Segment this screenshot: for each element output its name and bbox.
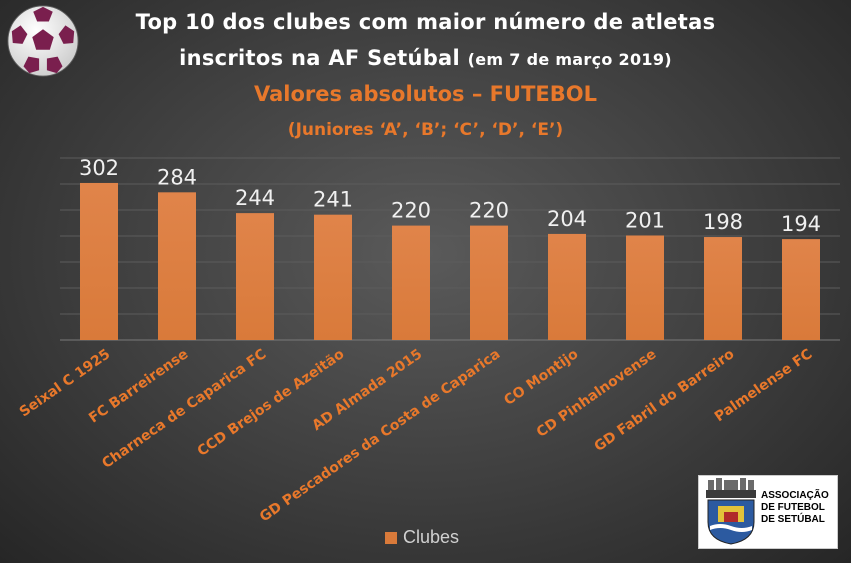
data-label: 284 [157,165,197,189]
category-label: Charneca de Caparica FC [99,346,269,472]
chart-title-line2: inscritos na AF Setúbal (em 7 de março 2… [0,46,851,70]
bar [782,239,820,340]
chart-subtitle: Valores absolutos – FUTEBOL [254,82,597,106]
chart-subtitle-categories: (Juniores ‘A’, ‘B’; ‘C’, ‘D’, ‘E’) [287,120,564,140]
bar [704,237,742,340]
bar [392,225,430,340]
data-label: 220 [469,199,509,223]
data-label: 241 [313,188,353,212]
data-label: 302 [79,156,119,180]
legend-swatch [385,531,397,544]
bar [314,214,352,340]
chart-title-line2-main: inscritos na AF Setúbal [179,46,461,70]
category-label: GD Fabril do Barreiro [591,346,737,455]
data-label: 194 [781,212,821,236]
category-label: CO Montijo [501,346,581,409]
data-label: 204 [547,207,587,231]
afs-logo-text: ASSOCIAÇÃO DE FUTEBOL DE SETÚBAL [761,490,829,526]
chart-title-line1: Top 10 dos clubes com maior número de at… [135,10,716,34]
chart-legend: Clubes [385,527,459,548]
bar [626,235,664,340]
bar [470,225,508,340]
category-label: CCD Brejos de Azeitão [195,346,348,460]
data-label: 220 [391,199,431,223]
bar [236,213,274,340]
afs-logo-line1: ASSOCIAÇÃO [761,490,829,501]
afs-logo: ASSOCIAÇÃO DE FUTEBOL DE SETÚBAL [698,475,838,549]
data-label: 201 [625,208,665,232]
chart-title-date: (em 7 de março 2019) [467,50,672,69]
afs-logo-line3: DE SETÚBAL [761,514,825,525]
afs-logo-line2: DE FUTEBOL [761,502,825,513]
bar [158,192,196,340]
data-label: 244 [235,186,275,210]
football-logo-icon [7,5,79,77]
bar [80,182,118,340]
afs-crest-icon [706,478,756,545]
data-label: 198 [703,210,743,234]
bar [548,233,586,340]
legend-label: Clubes [403,527,460,547]
